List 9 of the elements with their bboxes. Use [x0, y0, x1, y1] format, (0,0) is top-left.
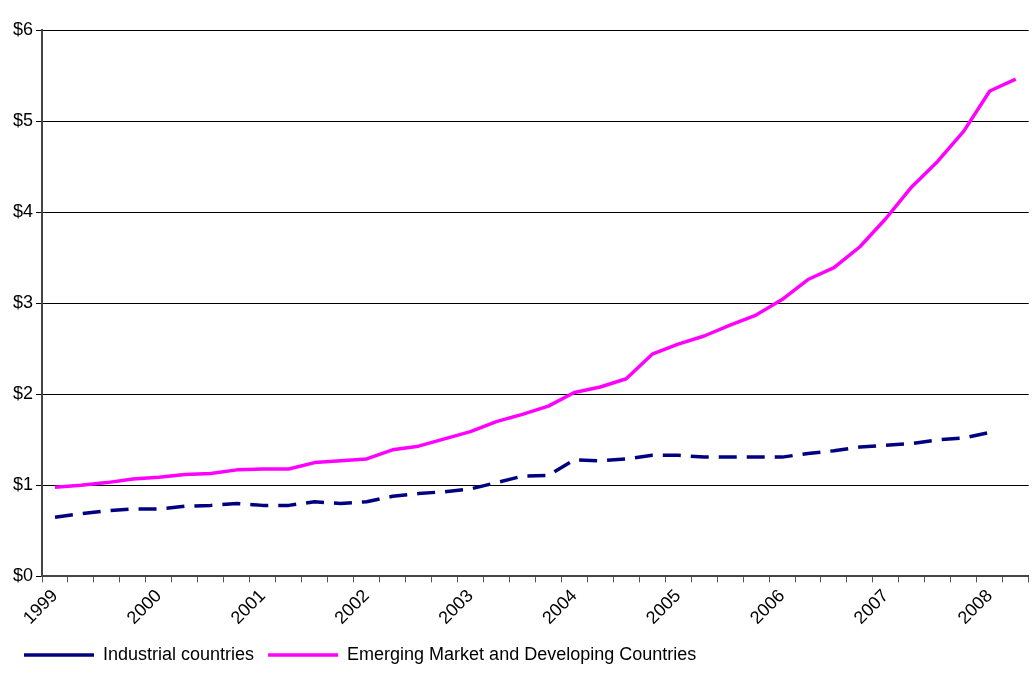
legend-label: Emerging Market and Developing Countries [347, 643, 697, 664]
y-tick-label: $3 [12, 292, 34, 313]
y-tick-label: $6 [12, 18, 34, 39]
y-tick-label: $5 [12, 110, 34, 131]
y-tick-label: $1 [12, 474, 34, 495]
legend-label: Industrial countries [103, 643, 255, 664]
y-tick-label: $2 [12, 383, 34, 404]
y-tick-label: $4 [12, 201, 34, 222]
y-tick-label: $0 [12, 565, 34, 586]
